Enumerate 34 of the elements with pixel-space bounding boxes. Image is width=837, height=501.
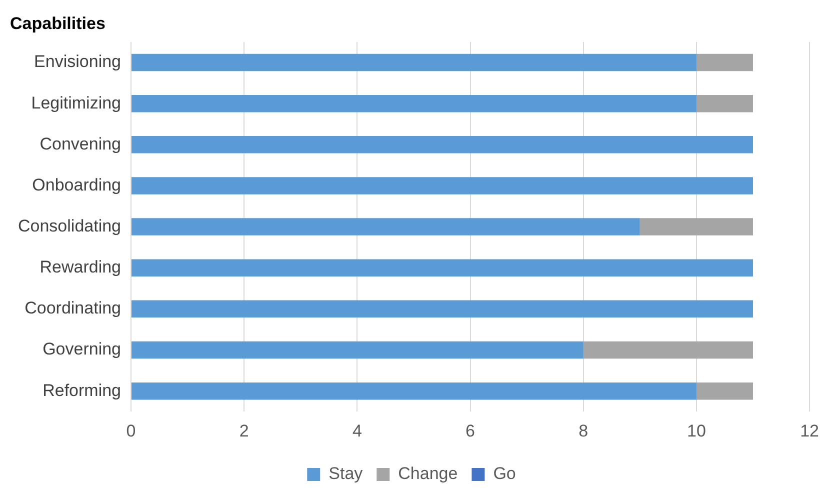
bar: [132, 177, 753, 194]
y-tick-label: Rewarding: [40, 258, 122, 277]
x-tick-label: 10: [686, 421, 706, 440]
x-tick-label: 2: [239, 421, 249, 440]
bar: [132, 94, 696, 112]
x-tick-label: 6: [466, 421, 476, 440]
legend-label: Change: [398, 464, 458, 484]
bar: [640, 218, 753, 236]
legend-label: Stay: [328, 464, 364, 484]
y-tick-label: Convening: [40, 134, 122, 154]
x-tick-label: 0: [126, 421, 136, 440]
bar: [696, 382, 753, 400]
bar: [132, 136, 753, 154]
y-tick-label: Legitimizing: [31, 93, 122, 112]
bar: [132, 300, 753, 318]
y-tick-label: Coordinating: [24, 298, 122, 318]
x-tick-label: 12: [800, 421, 820, 440]
y-tick-label: Reforming: [42, 380, 122, 400]
bar: [132, 382, 696, 400]
x-tick-label: 8: [578, 421, 588, 440]
x-tick-label: 4: [352, 421, 362, 440]
y-tick-label: Envisioning: [34, 52, 122, 72]
y-axis-title: Capabilities: [10, 14, 106, 34]
bar: [132, 218, 640, 236]
bar: [696, 94, 753, 112]
bar: [132, 341, 584, 359]
bar: [132, 259, 753, 276]
y-tick-label: Governing: [42, 340, 122, 359]
y-tick-label: Consolidating: [18, 216, 122, 236]
bar: [696, 54, 753, 72]
legend-label: Go: [493, 464, 516, 484]
y-tick-label: Onboarding: [32, 175, 122, 194]
bar: [583, 341, 753, 359]
bar: [132, 54, 696, 72]
